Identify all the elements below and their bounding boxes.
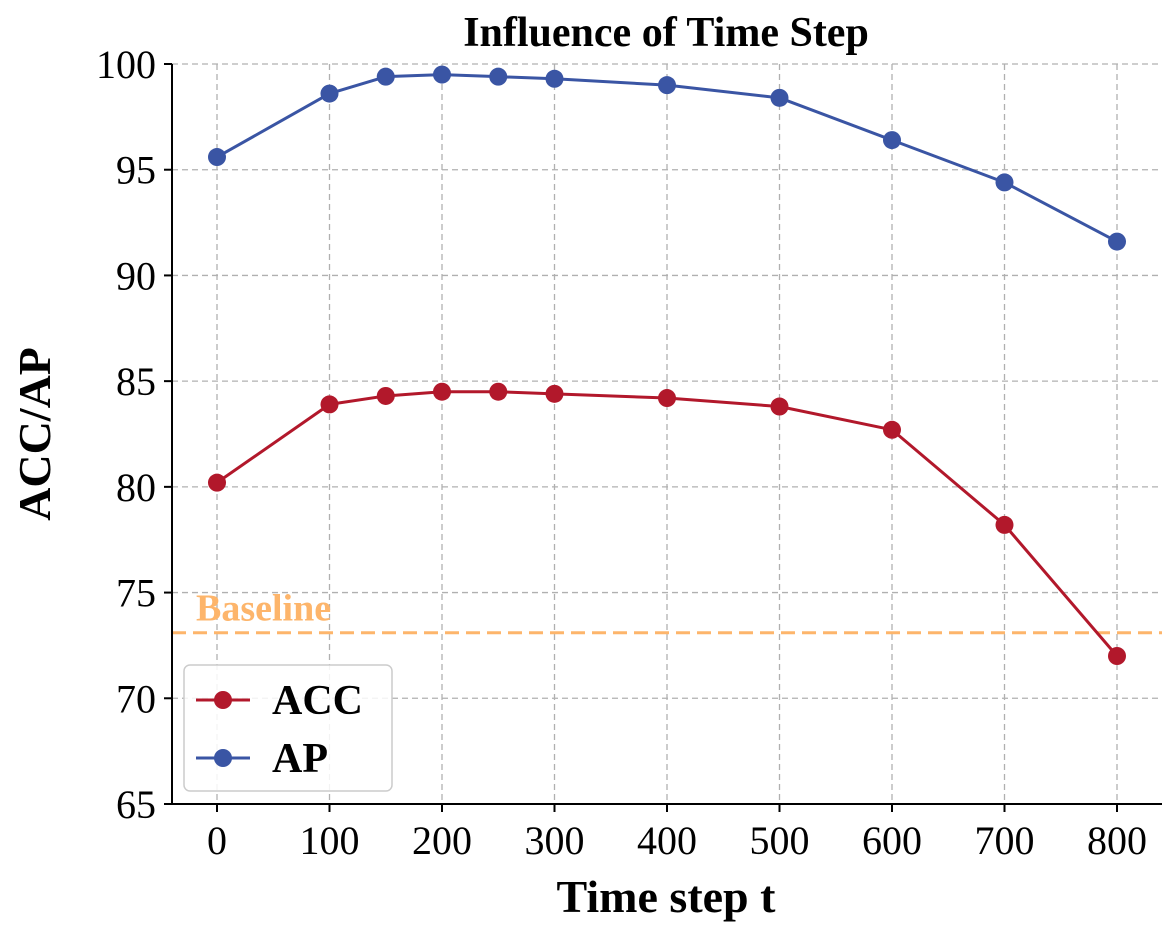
point-ap-150 (376, 67, 395, 86)
y-tick-label-70: 70 (116, 676, 156, 721)
point-acc-100 (320, 395, 339, 414)
legend: ACC AP (183, 664, 393, 792)
y-tick-label-90: 90 (116, 253, 156, 298)
tick-labels: 0 100 200 300 400 500 600 700 800 65 70 75 80 85 90 95 1… (96, 42, 1147, 863)
legend-acc-marker (214, 691, 232, 709)
y-tick-label-65: 65 (116, 782, 156, 827)
legend-ap-label: AP (272, 736, 328, 782)
x-tick-label-500: 500 (750, 818, 810, 863)
point-ap-600 (883, 131, 901, 150)
x-tick-label-400: 400 (637, 818, 697, 863)
x-tick-label-600: 600 (862, 818, 922, 863)
point-ap-400 (658, 76, 676, 95)
point-acc-300 (545, 384, 564, 403)
point-ap-800 (1108, 232, 1126, 251)
point-ap-300 (545, 69, 564, 88)
x-axis-label: Time step t (557, 871, 777, 922)
point-acc-250 (489, 382, 508, 401)
x-tick-label-100: 100 (300, 818, 360, 863)
point-acc-0 (208, 473, 226, 492)
point-ap-700 (995, 173, 1014, 192)
series-acc (208, 382, 1126, 665)
y-tick-label-80: 80 (116, 465, 156, 510)
baseline-group: Baseline (172, 588, 1162, 635)
baseline-label: Baseline (196, 588, 331, 630)
point-acc-700 (995, 515, 1014, 534)
point-acc-150 (376, 386, 395, 405)
point-ap-0 (208, 148, 226, 167)
point-acc-600 (883, 420, 901, 439)
point-ap-200 (433, 65, 451, 84)
x-tick-label-300: 300 (525, 818, 585, 863)
point-acc-800 (1108, 647, 1126, 665)
chart-title: Influence of Time Step (463, 10, 869, 56)
y-tick-label-100: 100 (96, 42, 156, 87)
x-tick-label-0: 0 (207, 818, 227, 863)
point-acc-500 (770, 397, 789, 416)
point-acc-200 (433, 382, 451, 401)
point-ap-250 (489, 67, 508, 86)
point-ap-500 (770, 88, 789, 107)
x-tick-label-800: 800 (1087, 818, 1147, 863)
point-acc-400 (658, 389, 676, 408)
series-ap (208, 65, 1126, 251)
x-tick-label-700: 700 (975, 818, 1035, 863)
axes (164, 63, 1162, 812)
x-tick-label-200: 200 (412, 818, 472, 863)
legend-acc-label: ACC (272, 678, 363, 724)
legend-ap-marker (214, 749, 232, 767)
y-tick-label-85: 85 (116, 359, 156, 404)
point-ap-100 (320, 84, 339, 103)
y-tick-label-75: 75 (116, 571, 156, 616)
y-tick-label-95: 95 (116, 148, 156, 193)
y-axis-label: ACC/AP (9, 347, 60, 521)
series-group (208, 65, 1126, 665)
